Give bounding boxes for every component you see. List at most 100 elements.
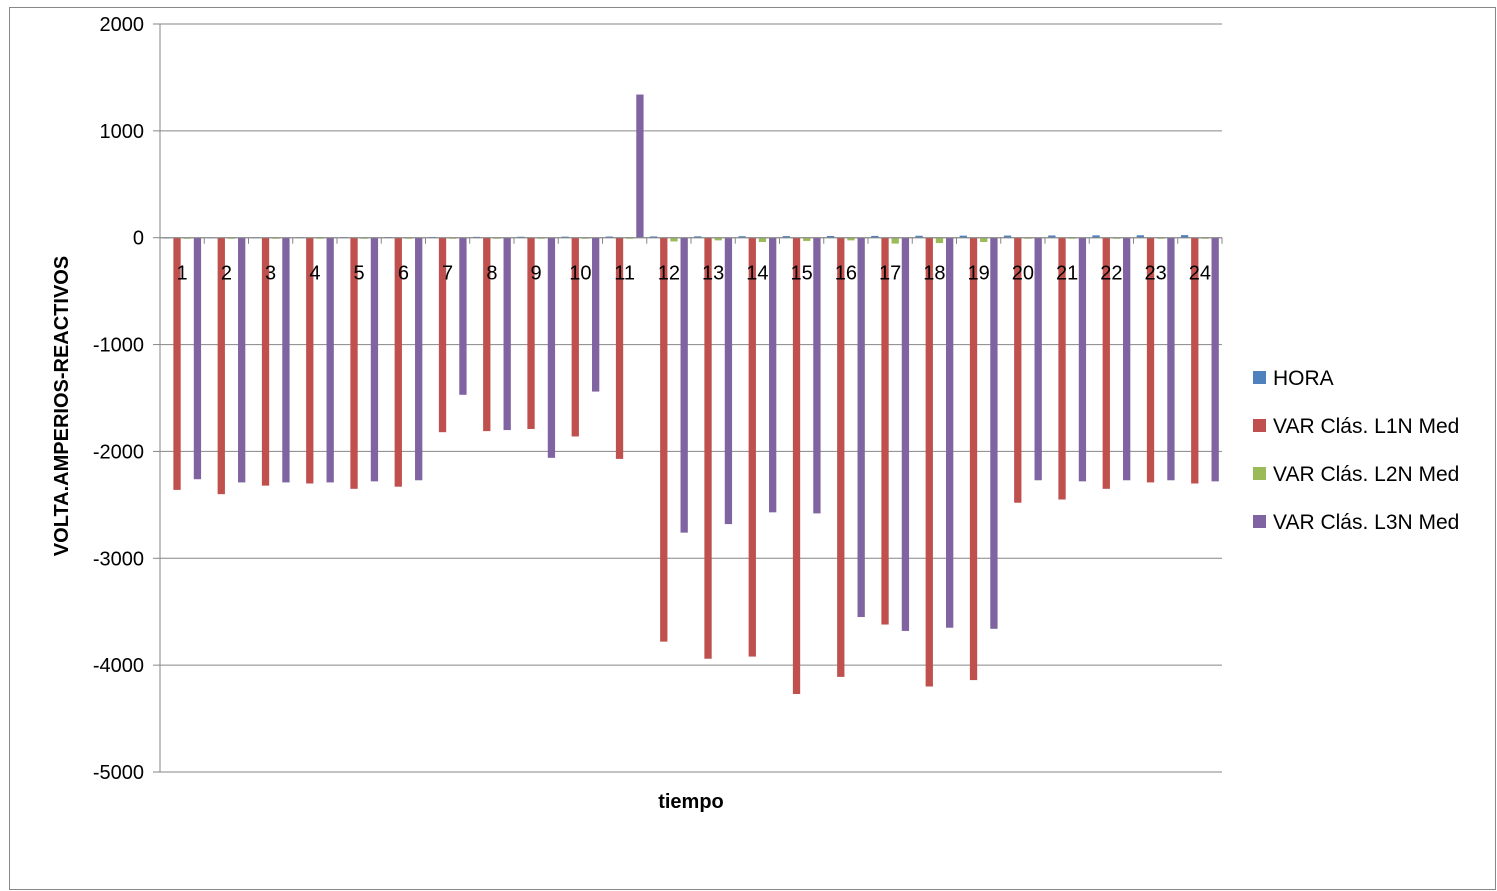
bar [1123, 237, 1131, 481]
bar [571, 237, 579, 437]
x-tick-label: 10 [569, 263, 591, 285]
legend-item: VAR Clás. L1N Med [1253, 415, 1459, 438]
bar [527, 237, 535, 429]
y-tick-label: -5000 [93, 762, 144, 784]
bar [837, 237, 845, 677]
bar [891, 237, 899, 244]
bar [1092, 235, 1100, 238]
bar [847, 237, 855, 241]
bar [826, 236, 835, 238]
y-tick-label: -3000 [93, 548, 144, 570]
bar [704, 237, 712, 659]
bar [680, 237, 688, 533]
bar [173, 237, 181, 490]
bar [803, 237, 811, 241]
bar [1191, 237, 1199, 484]
bar [636, 94, 644, 238]
legend-item: VAR Clás. L3N Med [1253, 511, 1459, 534]
bar [605, 236, 613, 238]
x-tick-label: 2 [221, 263, 232, 285]
bar [1112, 237, 1121, 239]
bar [615, 237, 624, 459]
bar [871, 235, 879, 238]
legend-swatch [1253, 371, 1266, 384]
x-tick-label: 6 [398, 263, 409, 285]
bar [1211, 237, 1219, 482]
legend-swatch [1253, 419, 1266, 432]
x-tick-label: 1 [177, 263, 188, 285]
bar [326, 237, 334, 483]
bar [261, 237, 270, 486]
bar [901, 237, 910, 631]
y-tick-label: 1000 [100, 121, 145, 143]
legend-label: VAR Clás. L1N Med [1273, 415, 1459, 438]
bar [694, 236, 702, 238]
y-tick-label: 2000 [100, 14, 145, 36]
bar [581, 237, 590, 239]
x-tick-label: 18 [923, 263, 945, 285]
x-tick-label: 20 [1012, 263, 1034, 285]
bar [360, 237, 368, 239]
bar [1201, 237, 1209, 239]
bar [1058, 237, 1066, 500]
bar [813, 237, 821, 514]
bar [769, 237, 777, 513]
bar [857, 237, 865, 618]
bar [370, 237, 379, 482]
bar [782, 236, 790, 238]
bar [183, 237, 191, 239]
bar [792, 237, 801, 694]
y-tick-label: -4000 [93, 655, 144, 677]
x-tick-label: 14 [746, 263, 768, 285]
x-tick-label: 23 [1144, 263, 1166, 285]
axes [153, 23, 1223, 773]
x-tick-label: 19 [967, 263, 989, 285]
bar [449, 237, 457, 239]
bar [193, 237, 202, 480]
y-axis-title: VOLTA.AMPERIOS-REACTIVOS [51, 256, 73, 556]
bar [881, 237, 889, 625]
bar [227, 237, 236, 239]
x-tick-label: 22 [1100, 263, 1122, 285]
x-tick-label: 21 [1056, 263, 1078, 285]
x-tick-label: 12 [658, 263, 680, 285]
bar [483, 237, 491, 432]
bar [1136, 235, 1144, 238]
bar [1180, 235, 1189, 238]
x-axis-title: tiempo [658, 791, 724, 813]
legend-swatch [1253, 515, 1266, 528]
bar [925, 237, 933, 687]
bar [660, 237, 668, 642]
x-tick-label: 4 [309, 263, 320, 285]
bar [217, 237, 225, 495]
bar [238, 237, 246, 483]
series-1 [173, 237, 1199, 694]
legend-label: VAR Clás. L2N Med [1273, 463, 1459, 486]
bar [714, 237, 722, 241]
legend-swatch [1253, 467, 1266, 480]
bar [748, 237, 756, 657]
bar [316, 237, 324, 239]
bar [758, 237, 767, 242]
bar [935, 237, 944, 244]
bar [959, 235, 967, 238]
bar [272, 237, 280, 239]
bar [282, 237, 290, 483]
legend: HORA VAR Clás. L1N Med VAR Clás. L2N Med VA… [1253, 367, 1459, 534]
x-tick-label: 11 [614, 263, 635, 285]
bar [493, 237, 501, 239]
bar [1157, 237, 1165, 239]
x-tick-label: 24 [1189, 263, 1211, 285]
bar [1146, 237, 1155, 483]
bar [350, 237, 358, 489]
bar [503, 237, 511, 431]
bar [547, 237, 556, 458]
bar [915, 235, 923, 238]
x-tick-label: 8 [486, 263, 497, 285]
bar [670, 237, 678, 242]
bar [626, 237, 634, 239]
legend-label: VAR Clás. L3N Med [1273, 511, 1459, 534]
x-tick-label: 17 [879, 263, 901, 285]
bar [1034, 237, 1042, 481]
